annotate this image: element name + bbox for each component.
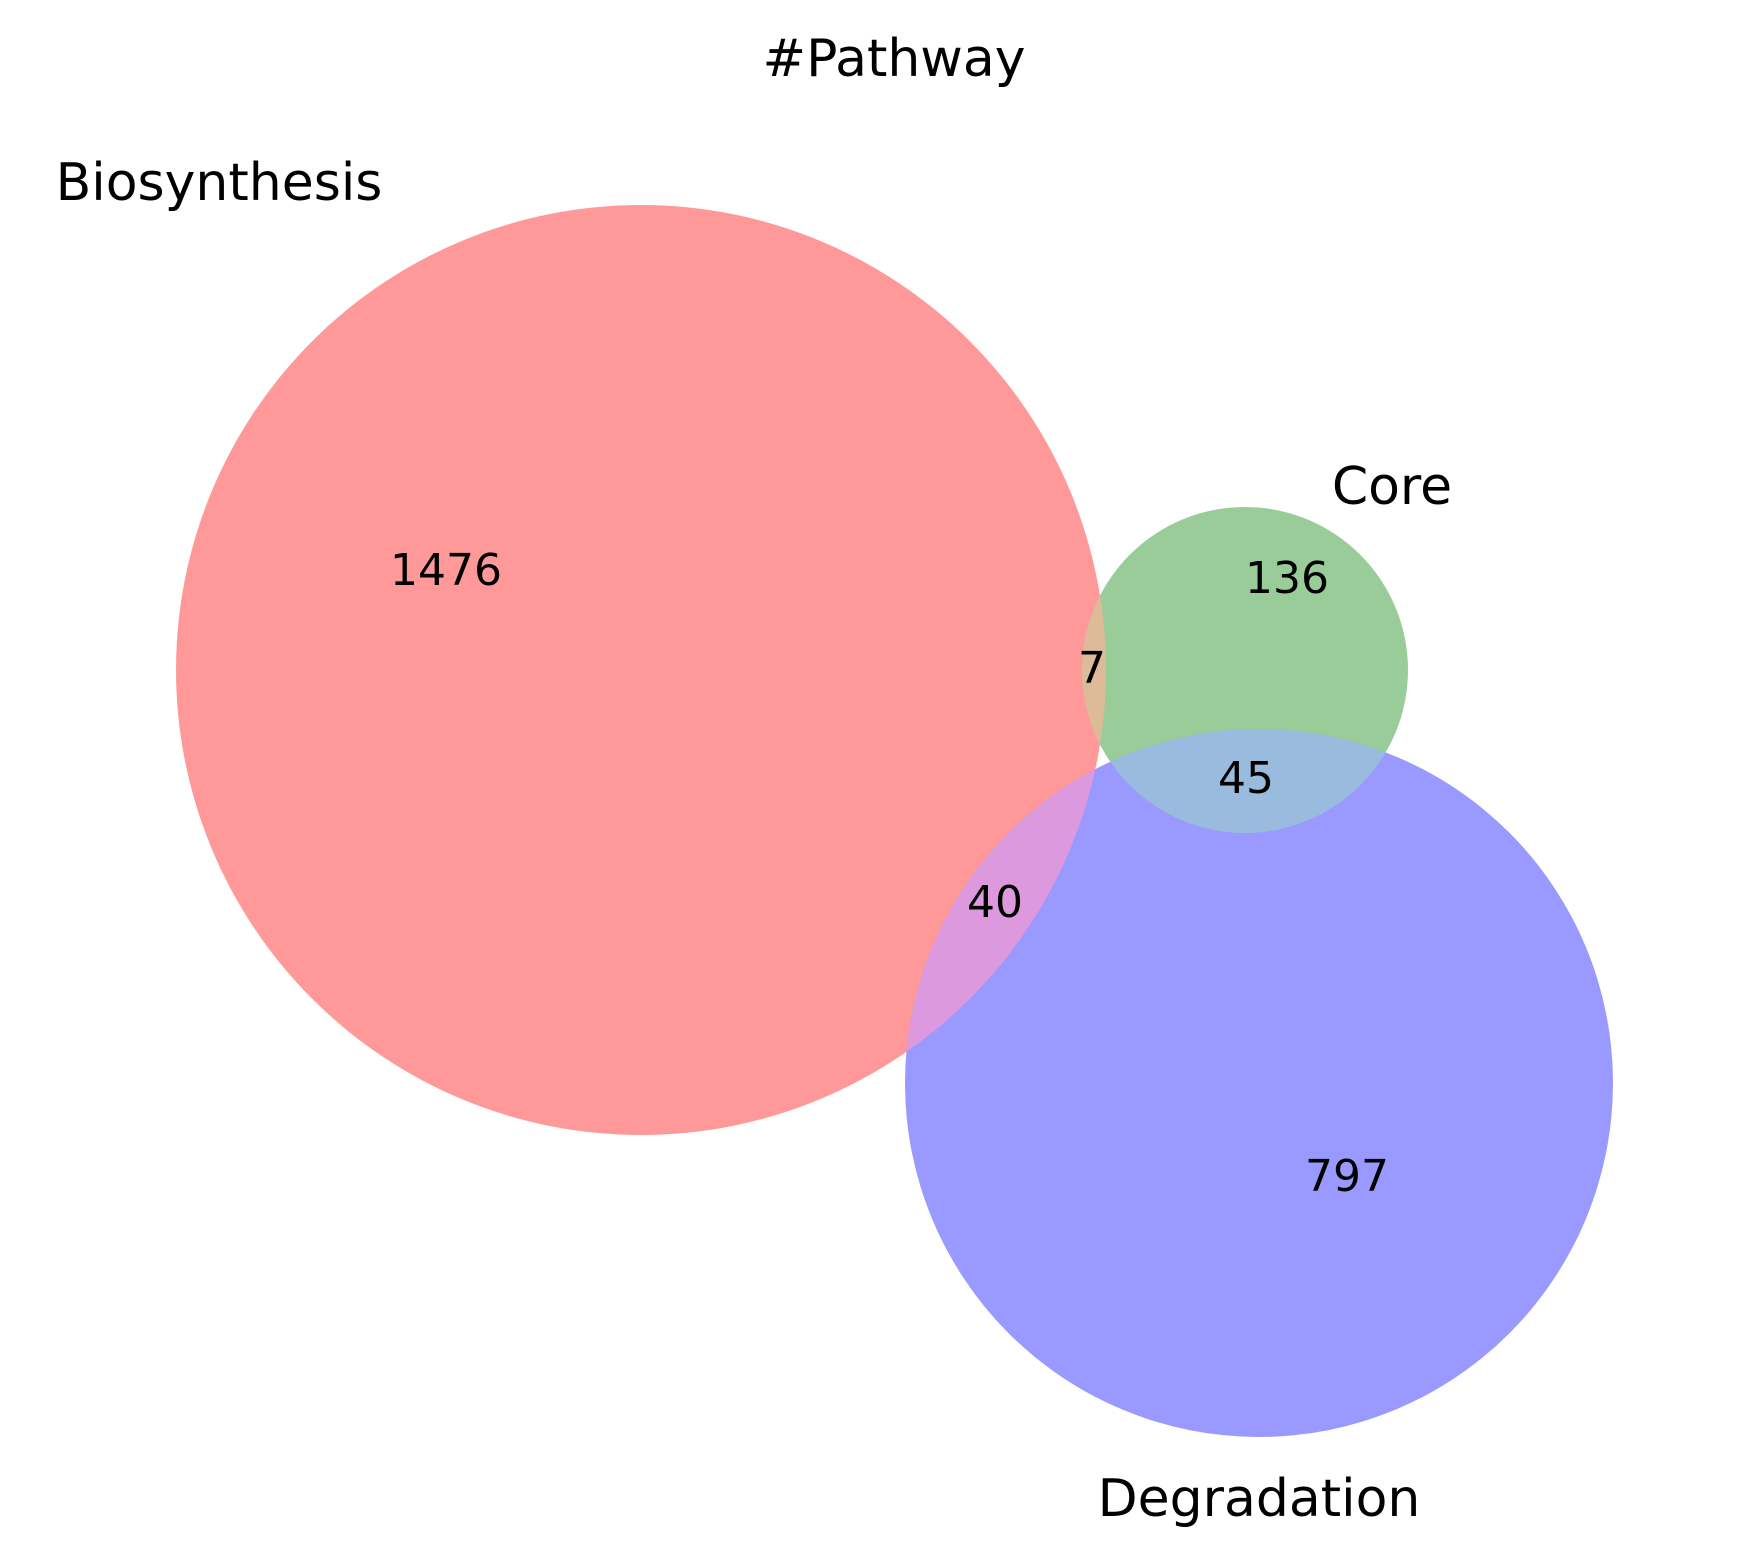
biosynthesis-circle xyxy=(176,205,1106,1135)
core-degradation-count: 45 xyxy=(1218,753,1274,804)
degradation-label: Degradation xyxy=(1098,1469,1421,1529)
biosynthesis-label: Biosynthesis xyxy=(56,153,383,213)
biosynthesis-degradation-count: 40 xyxy=(967,877,1023,928)
diagram-title: #Pathway xyxy=(763,29,1026,89)
degradation-circle xyxy=(905,729,1613,1437)
biosynthesis-core-count: 7 xyxy=(1078,643,1106,694)
core-label: Core xyxy=(1332,457,1452,517)
core-only-count: 136 xyxy=(1245,553,1329,604)
biosynthesis-only-count: 1476 xyxy=(390,545,502,596)
degradation-only-count: 797 xyxy=(1305,1151,1389,1202)
